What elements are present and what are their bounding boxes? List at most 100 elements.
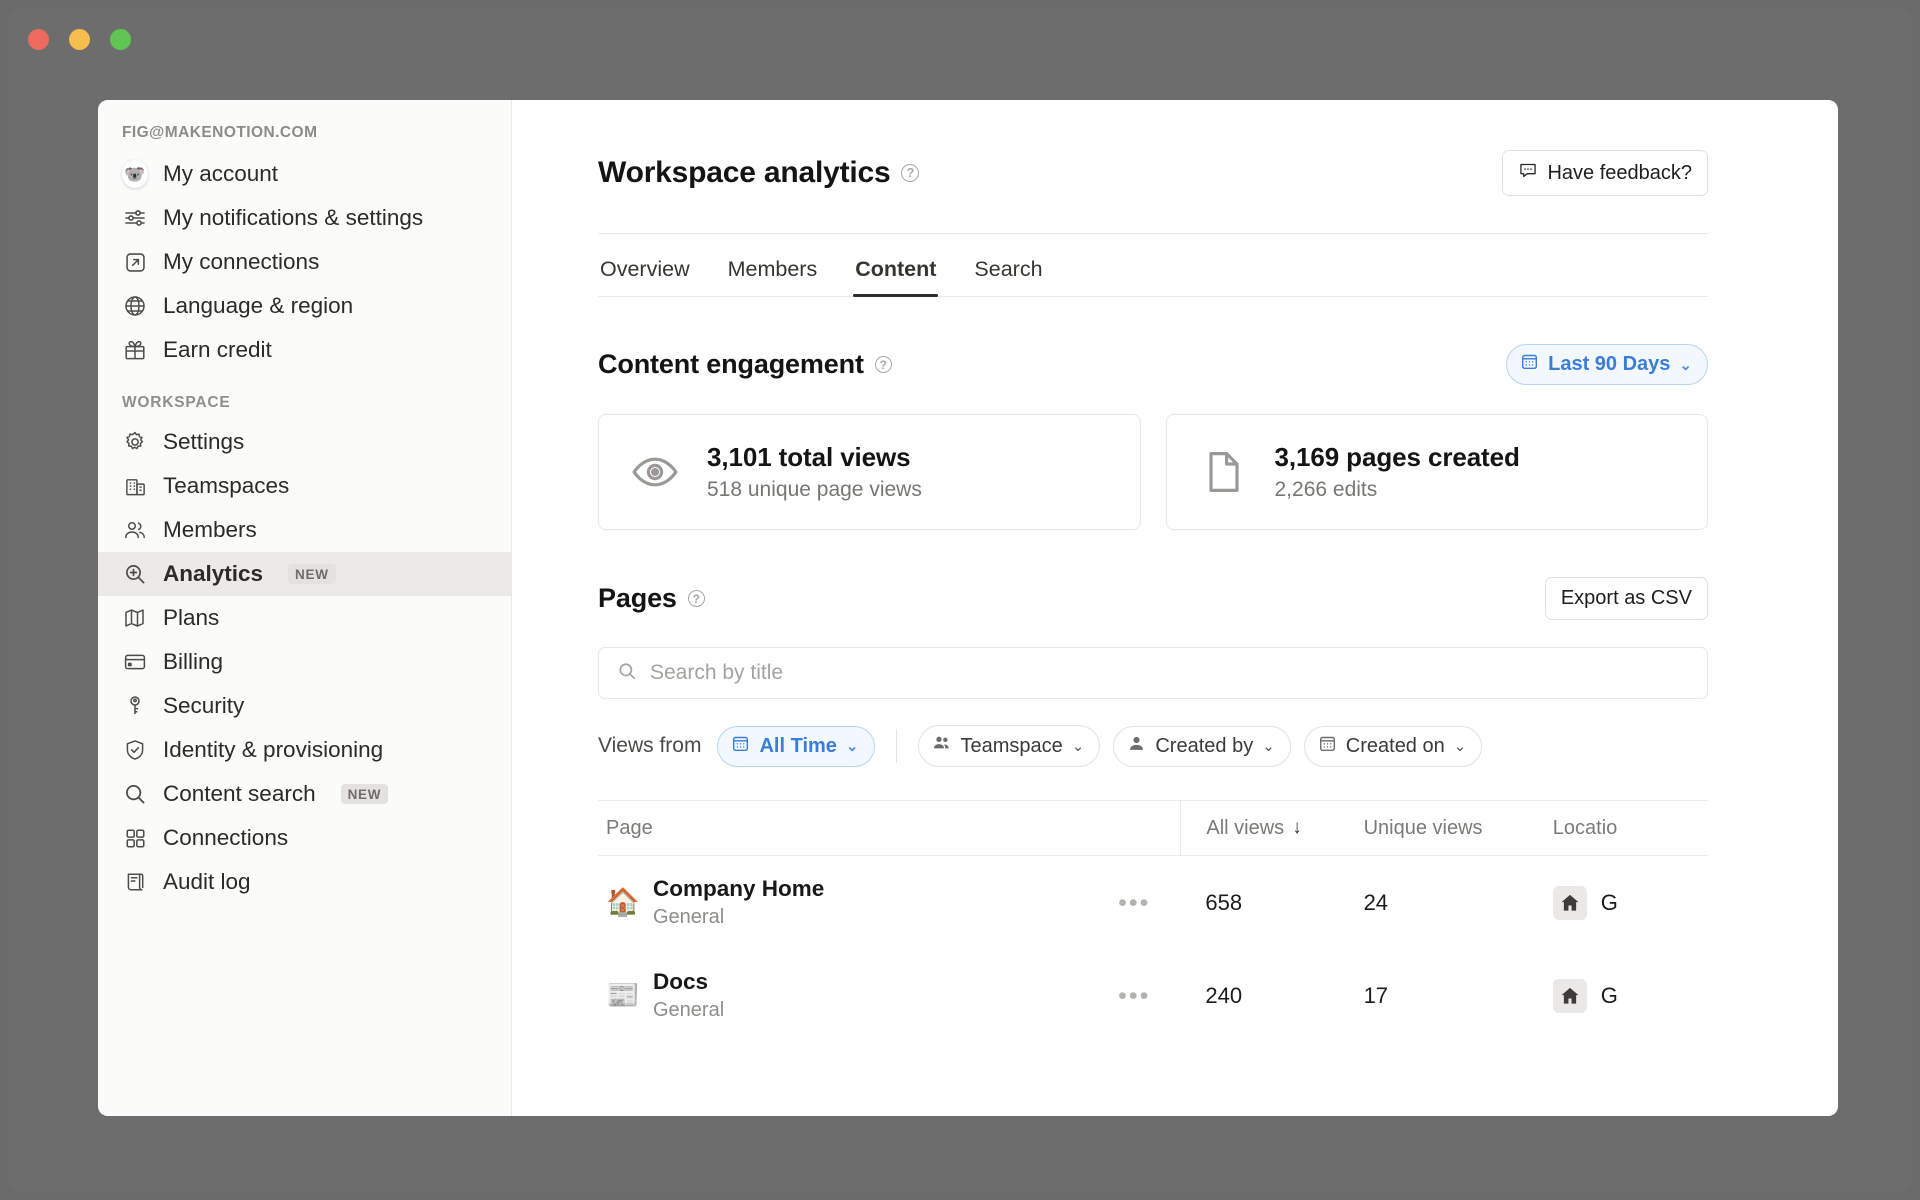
help-icon[interactable]: ? bbox=[901, 164, 920, 182]
total-views-card: 3,101 total views 518 unique page views bbox=[598, 414, 1141, 530]
sidebar-item-label: Plans bbox=[163, 605, 220, 631]
analytics-tabs: Overview Members Content Search bbox=[598, 235, 1708, 297]
sidebar-item-my-notifications-settings[interactable]: My notifications & settings bbox=[98, 196, 511, 240]
sidebar-item-my-connections[interactable]: My connections bbox=[98, 240, 511, 284]
filter-divider bbox=[895, 729, 897, 763]
sort-descending-icon: ↓ bbox=[1292, 817, 1302, 838]
sidebar-item-content-search[interactable]: Content search NEW bbox=[98, 772, 511, 816]
arrow-up-right-box-icon bbox=[122, 249, 148, 275]
sidebar-item-my-account[interactable]: 🐨 My account bbox=[98, 152, 511, 196]
sidebar-item-analytics[interactable]: Analytics NEW bbox=[98, 552, 511, 596]
content-engagement-header: Content engagement ? bbox=[598, 344, 1708, 385]
table-row[interactable]: 📰 Docs General ••• 240 17 bbox=[598, 949, 1708, 1042]
sidebar-item-label: Identity & provisioning bbox=[163, 737, 384, 763]
new-badge: NEW bbox=[288, 564, 336, 584]
sidebar-item-label: Connections bbox=[163, 825, 289, 851]
tab-overview[interactable]: Overview bbox=[600, 257, 690, 281]
grid-squares-icon bbox=[122, 825, 148, 851]
sidebar-item-earn-credit[interactable]: Earn credit bbox=[98, 328, 511, 372]
column-header-all-views-label: All views bbox=[1206, 816, 1285, 839]
sidebar-item-label: Analytics bbox=[163, 561, 264, 587]
help-icon[interactable]: ? bbox=[687, 590, 705, 607]
sidebar-item-identity-provisioning[interactable]: Identity & provisioning bbox=[98, 728, 511, 772]
total-views-value: 3,101 total views bbox=[707, 442, 911, 472]
all-views-value: 240 bbox=[1205, 982, 1243, 1008]
chevron-down-icon: ⌄ bbox=[1679, 356, 1692, 374]
time-filter-dropdown[interactable]: All Time ⌄ bbox=[717, 725, 875, 767]
sidebar-item-billing[interactable]: Billing bbox=[98, 640, 511, 684]
teamspace-filter-label: Teamspace bbox=[960, 734, 1063, 757]
page-teamspace: General bbox=[653, 906, 725, 928]
page-cell[interactable]: 🏠 Company Home General ••• bbox=[598, 876, 1180, 929]
column-header-unique-views[interactable]: Unique views bbox=[1363, 816, 1483, 839]
export-csv-label: Export as CSV bbox=[1560, 587, 1692, 609]
sidebar-item-label: Security bbox=[163, 693, 245, 719]
sidebar-item-teamspaces[interactable]: Teamspaces bbox=[98, 464, 511, 508]
page-name: Docs bbox=[653, 969, 709, 994]
search-icon bbox=[617, 661, 637, 686]
tab-content[interactable]: Content bbox=[853, 235, 939, 297]
created-on-filter-label: Created on bbox=[1345, 734, 1445, 757]
document-icon bbox=[1199, 448, 1247, 496]
teamspace-filter-dropdown[interactable]: Teamspace ⌄ bbox=[917, 725, 1101, 767]
have-feedback-button[interactable]: Have feedback? bbox=[1502, 150, 1708, 196]
koala-avatar-icon: 🐨 bbox=[122, 160, 148, 188]
date-range-dropdown[interactable]: Last 90 Days ⌄ bbox=[1506, 344, 1708, 385]
location-value: G bbox=[1600, 982, 1618, 1008]
close-window-button[interactable] bbox=[28, 29, 49, 50]
page-filters: Views from bbox=[598, 725, 1708, 767]
tab-members[interactable]: Members bbox=[727, 257, 818, 281]
avatar: 🐨 bbox=[122, 160, 148, 188]
search-input[interactable] bbox=[650, 661, 1689, 685]
sidebar-item-members[interactable]: Members bbox=[98, 508, 511, 552]
created-by-filter-dropdown[interactable]: Created by ⌄ bbox=[1113, 725, 1291, 767]
chevron-down-icon: ⌄ bbox=[1071, 738, 1085, 755]
column-header-all-views[interactable]: All views ↓ bbox=[1180, 800, 1363, 856]
help-icon[interactable]: ? bbox=[874, 356, 892, 373]
sidebar-item-label: Billing bbox=[163, 649, 224, 675]
sidebar-item-settings[interactable]: Settings bbox=[98, 420, 511, 464]
sidebar-item-plans[interactable]: Plans bbox=[98, 596, 511, 640]
page-name: Company Home bbox=[653, 876, 825, 901]
page-cell[interactable]: 📰 Docs General ••• bbox=[598, 969, 1180, 1022]
sidebar-item-label: Earn credit bbox=[163, 337, 272, 363]
sidebar-item-connections[interactable]: Connections bbox=[98, 816, 511, 860]
sidebar-item-label: My connections bbox=[163, 249, 320, 275]
home-icon bbox=[1552, 978, 1587, 1013]
row-menu-button[interactable]: ••• bbox=[1118, 981, 1151, 1010]
row-menu-button[interactable]: ••• bbox=[1118, 888, 1151, 917]
pages-created-value: 3,169 pages created bbox=[1274, 442, 1520, 472]
people-icon bbox=[122, 517, 148, 543]
sidebar-item-security[interactable]: Security bbox=[98, 684, 511, 728]
all-views-value: 658 bbox=[1205, 889, 1243, 915]
have-feedback-label: Have feedback? bbox=[1547, 161, 1692, 184]
page-header: Workspace analytics ? Have fee bbox=[598, 150, 1708, 234]
sidebar-item-language-region[interactable]: Language & region bbox=[98, 284, 511, 328]
page-emoji-icon: 📰 bbox=[606, 980, 640, 1010]
sidebar-item-label: Audit log bbox=[163, 869, 251, 895]
gift-icon bbox=[122, 337, 148, 363]
minimize-window-button[interactable] bbox=[69, 29, 90, 50]
maximize-window-button[interactable] bbox=[110, 29, 131, 50]
sidebar-item-audit-log[interactable]: Audit log bbox=[98, 860, 511, 904]
people-icon bbox=[932, 733, 952, 759]
pages-header: Pages ? Export as CSV bbox=[598, 577, 1708, 620]
new-badge: NEW bbox=[340, 784, 389, 804]
views-from-label: Views from bbox=[598, 734, 702, 757]
tab-search[interactable]: Search bbox=[974, 257, 1043, 281]
column-header-location[interactable]: Locatio bbox=[1552, 816, 1618, 839]
pages-table: Page All views ↓ Unique views Locatio 🏠 bbox=[598, 800, 1708, 1042]
sidebar-item-label: My account bbox=[163, 161, 279, 187]
engagement-stat-cards: 3,101 total views 518 unique page views bbox=[598, 414, 1708, 530]
os-window: FIG@MAKENOTION.COM 🐨 My account My notif… bbox=[8, 8, 1912, 1192]
column-header-page[interactable]: Page bbox=[606, 816, 653, 839]
page-search-box[interactable] bbox=[598, 647, 1708, 699]
created-on-filter-dropdown[interactable]: Created on ⌄ bbox=[1303, 725, 1483, 767]
table-row[interactable]: 🏠 Company Home General ••• 658 24 bbox=[598, 856, 1708, 949]
pages-created-sub: 2,266 edits bbox=[1274, 478, 1378, 501]
chevron-down-icon: ⌄ bbox=[1453, 738, 1467, 755]
pages-created-card: 3,169 pages created 2,266 edits bbox=[1165, 414, 1708, 530]
sidebar: FIG@MAKENOTION.COM 🐨 My account My notif… bbox=[98, 100, 512, 1116]
export-csv-button[interactable]: Export as CSV bbox=[1544, 577, 1708, 620]
pages-title: Pages bbox=[598, 583, 677, 613]
